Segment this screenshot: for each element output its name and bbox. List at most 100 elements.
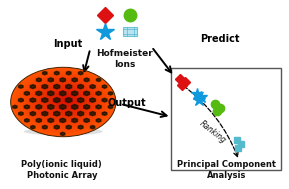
Circle shape [20, 73, 108, 130]
Polygon shape [36, 105, 42, 109]
Polygon shape [72, 78, 77, 82]
Polygon shape [77, 98, 84, 102]
Polygon shape [72, 91, 78, 96]
Polygon shape [18, 98, 23, 102]
Polygon shape [102, 85, 107, 88]
Polygon shape [36, 91, 42, 95]
Polygon shape [90, 125, 95, 129]
Polygon shape [30, 85, 35, 88]
Polygon shape [48, 118, 53, 122]
Ellipse shape [24, 128, 103, 135]
Polygon shape [72, 118, 77, 122]
Circle shape [14, 69, 113, 134]
Circle shape [11, 67, 116, 137]
Polygon shape [102, 98, 107, 102]
Circle shape [43, 85, 88, 115]
Polygon shape [36, 78, 41, 82]
Polygon shape [108, 105, 113, 108]
Polygon shape [66, 71, 71, 75]
Polygon shape [54, 125, 59, 129]
Polygon shape [31, 125, 35, 129]
Circle shape [66, 98, 69, 100]
Circle shape [28, 77, 101, 125]
Polygon shape [30, 112, 36, 116]
Polygon shape [78, 71, 83, 75]
Polygon shape [48, 105, 54, 109]
Circle shape [12, 68, 114, 136]
Polygon shape [96, 91, 101, 95]
Circle shape [45, 86, 87, 114]
Polygon shape [19, 112, 23, 115]
Circle shape [51, 90, 82, 110]
Text: Hofmeister
Ions: Hofmeister Ions [96, 50, 153, 69]
Circle shape [32, 79, 98, 123]
Polygon shape [43, 71, 47, 75]
Polygon shape [97, 78, 101, 81]
Polygon shape [90, 85, 95, 89]
Polygon shape [84, 91, 90, 96]
Circle shape [64, 97, 71, 102]
Text: Predict: Predict [200, 34, 240, 44]
Polygon shape [90, 98, 95, 102]
Polygon shape [60, 105, 66, 109]
Circle shape [49, 89, 84, 112]
Polygon shape [54, 71, 59, 75]
Polygon shape [53, 98, 60, 103]
Circle shape [22, 74, 106, 129]
Polygon shape [30, 98, 36, 102]
Circle shape [29, 78, 100, 124]
Polygon shape [25, 119, 29, 122]
Polygon shape [42, 125, 47, 129]
Polygon shape [54, 111, 60, 116]
Circle shape [62, 96, 72, 103]
Circle shape [39, 83, 92, 118]
FancyBboxPatch shape [171, 68, 281, 170]
Polygon shape [48, 91, 54, 96]
Polygon shape [96, 105, 101, 109]
Polygon shape [60, 91, 66, 96]
Circle shape [52, 91, 80, 109]
Text: Input: Input [53, 39, 82, 49]
Circle shape [37, 82, 93, 119]
Text: Principal Component
Analysis: Principal Component Analysis [177, 160, 276, 180]
Circle shape [47, 88, 85, 113]
Polygon shape [13, 105, 17, 108]
Polygon shape [24, 91, 29, 95]
Text: Poly(ionic liquid)
Photonic Array: Poly(ionic liquid) Photonic Array [21, 160, 102, 180]
Polygon shape [42, 98, 48, 102]
Polygon shape [36, 119, 41, 122]
Polygon shape [66, 84, 72, 89]
Polygon shape [108, 92, 113, 95]
FancyBboxPatch shape [123, 27, 137, 36]
Polygon shape [78, 125, 83, 129]
Polygon shape [24, 105, 29, 109]
Polygon shape [84, 105, 90, 109]
Circle shape [58, 94, 76, 105]
Polygon shape [60, 118, 66, 122]
Polygon shape [19, 85, 23, 88]
Polygon shape [54, 84, 60, 89]
Circle shape [54, 92, 79, 108]
Polygon shape [96, 119, 101, 122]
Polygon shape [66, 98, 72, 103]
Polygon shape [84, 119, 89, 122]
Polygon shape [48, 78, 53, 82]
Circle shape [35, 81, 95, 120]
Polygon shape [102, 112, 107, 115]
Text: Ranking: Ranking [198, 119, 228, 145]
Text: Output: Output [108, 98, 147, 108]
Circle shape [16, 70, 111, 133]
Circle shape [18, 72, 110, 132]
Polygon shape [78, 84, 84, 89]
Circle shape [56, 93, 77, 107]
Polygon shape [78, 112, 84, 116]
Polygon shape [42, 84, 48, 89]
Polygon shape [61, 132, 65, 136]
Polygon shape [66, 125, 71, 129]
Circle shape [41, 84, 90, 117]
Circle shape [34, 80, 97, 122]
Polygon shape [66, 111, 72, 116]
Polygon shape [72, 105, 78, 109]
Polygon shape [42, 112, 48, 116]
Polygon shape [84, 78, 89, 82]
